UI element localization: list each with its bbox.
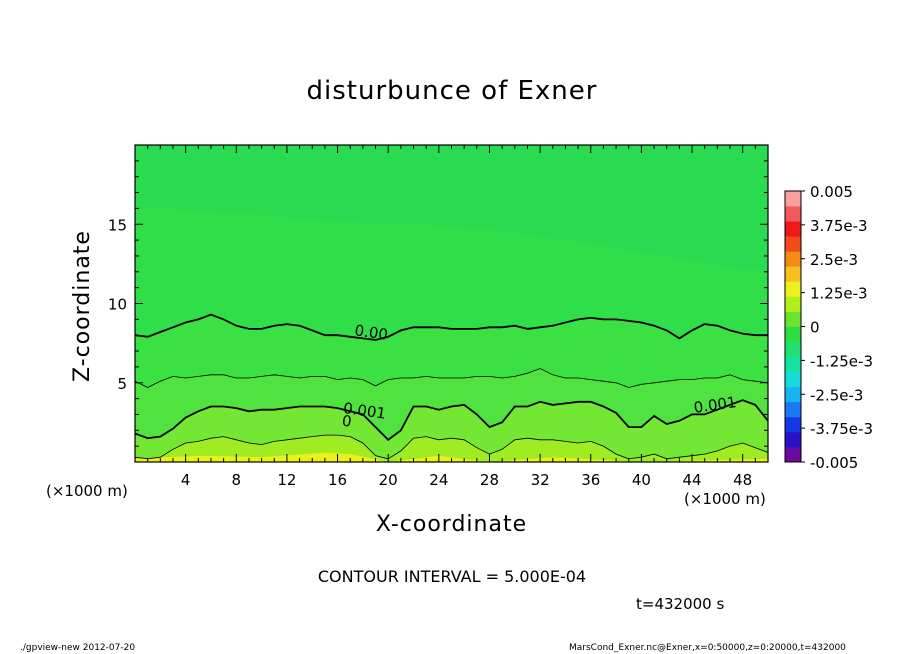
colorbar-swatch xyxy=(785,221,801,237)
colorbar-tick-label: 0.005 xyxy=(810,183,853,201)
x-axis-label: X-coordinate xyxy=(375,512,528,537)
colorbar-swatch xyxy=(785,401,801,418)
colorbar-tick-label: -0.005 xyxy=(810,454,858,472)
time-label: t=432000 s xyxy=(636,595,725,613)
band-0-to-0.0005 xyxy=(135,314,768,388)
x-tick-label: 20 xyxy=(379,471,398,489)
x-axis-unit: (×1000 m) xyxy=(684,490,766,508)
colorbar-swatch xyxy=(785,386,801,403)
y-axis-label: Z-coordinate xyxy=(70,230,95,382)
colorbar-tick-label: -1.25e-3 xyxy=(810,352,873,370)
colorbar-swatch xyxy=(785,431,801,448)
footer-source: MarsCond_Exner.nc@Exner,x=0:50000,z=0:20… xyxy=(569,643,846,653)
colorbar-swatch xyxy=(785,356,801,373)
x-tick-label: 4 xyxy=(181,471,191,489)
colorbar-tick-label: -3.75e-3 xyxy=(810,420,873,438)
contour-label: 0.00 xyxy=(353,321,389,343)
colorbar-swatch xyxy=(785,266,801,282)
band-above-0.002 xyxy=(135,452,768,462)
colorbar-swatch xyxy=(785,191,801,207)
colorbar-swatch xyxy=(785,206,801,222)
colorbar-swatch xyxy=(785,341,801,358)
colorbar-swatch xyxy=(785,446,801,463)
band-0.001-to-0.0015 xyxy=(135,400,768,459)
y-tick-label: 5 xyxy=(117,375,127,393)
contour-line-0.001 xyxy=(134,399,769,441)
field-patch-top xyxy=(135,145,768,272)
colorbar-tick-label: -2.5e-3 xyxy=(810,386,863,404)
contour-line-0.0015 xyxy=(134,434,769,460)
footer-program: ./gpview-new 2012-07-20 xyxy=(20,643,136,653)
colorbar-swatch xyxy=(785,326,801,342)
y-axis-unit: (×1000 m) xyxy=(46,482,128,500)
contour-label: 0.001 xyxy=(342,399,387,423)
x-tick-label: 32 xyxy=(531,471,550,489)
x-tick-label: 24 xyxy=(429,471,448,489)
contour-line-0.00 xyxy=(134,313,768,341)
colorbar-tick-label: 3.75e-3 xyxy=(810,217,868,235)
x-tick-label: 40 xyxy=(632,471,651,489)
x-tick-label: 28 xyxy=(480,471,499,489)
x-tick-label: 48 xyxy=(733,471,752,489)
x-tick-label: 44 xyxy=(682,471,701,489)
colorbar-swatch xyxy=(785,236,801,252)
contour-label: 0.001 xyxy=(693,393,738,417)
contour-interval-label: CONTOUR INTERVAL = 5.000E-04 xyxy=(317,567,587,586)
colorbar-tick-label: 2.5e-3 xyxy=(810,251,858,269)
colorbar-swatch xyxy=(785,416,801,433)
band-0.0005-to-0.001 xyxy=(135,368,768,440)
colorbar-swatch xyxy=(785,251,801,267)
colorbar-swatch xyxy=(785,371,801,388)
y-tick-label: 10 xyxy=(108,296,127,314)
colorbar-tick-label: 0 xyxy=(810,319,820,337)
chart-title: disturbunce of Exner xyxy=(306,76,598,106)
contour-line-0.0005 xyxy=(134,368,769,388)
colorbar-swatch xyxy=(785,281,801,297)
colorbar-swatch xyxy=(785,296,801,312)
colorbar-tick-label: 1.25e-3 xyxy=(810,285,868,303)
x-tick-label: 12 xyxy=(277,471,296,489)
contour-label: 0 xyxy=(341,412,353,431)
x-tick-label: 36 xyxy=(581,471,600,489)
y-tick-label: 15 xyxy=(108,216,127,234)
colorbar-swatch xyxy=(785,311,801,327)
x-tick-label: 8 xyxy=(232,471,242,489)
x-tick-label: 16 xyxy=(328,471,347,489)
